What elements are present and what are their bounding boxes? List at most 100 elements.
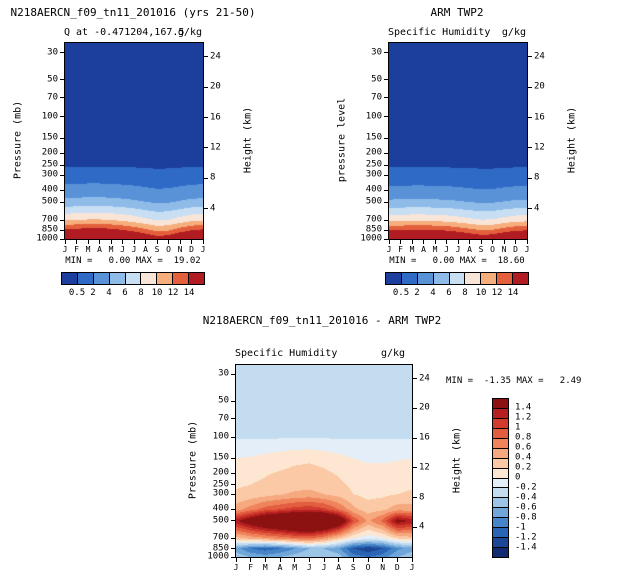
panel-model: N218AERCN_f09_tn11_201016 (yrs 21-50) Q … <box>2 0 264 306</box>
colorbar-label: 1.2 <box>515 412 532 423</box>
colorbar-cell <box>492 448 509 459</box>
height-tick-label: 4 <box>534 203 540 214</box>
pressure-tick-label: 70 <box>47 92 58 103</box>
colorbar-label: 0.5 <box>392 288 410 298</box>
pressure-tick-label: 100 <box>41 111 58 122</box>
height-axis-tick <box>528 117 532 119</box>
colorbar-label: -0.4 <box>515 492 537 503</box>
pressure-tick-label: 50 <box>371 74 382 85</box>
month-tick <box>323 558 325 562</box>
month-tick <box>76 240 77 244</box>
pressure-axis-tick <box>60 164 64 166</box>
pressure-axis-tick <box>231 436 235 438</box>
colorbar-label: 12 <box>167 288 179 298</box>
pressure-axis-tick <box>384 97 388 99</box>
month-label: J <box>524 245 530 254</box>
month-label: O <box>490 245 495 254</box>
height-tick-label: 16 <box>210 112 221 123</box>
pressure-tick-label: 300 <box>41 169 58 180</box>
height-tick-label: 12 <box>419 462 430 473</box>
pressure-axis-tick <box>384 164 388 166</box>
height-tick-label: 24 <box>419 373 430 384</box>
height-axis-tick <box>528 86 532 88</box>
pressure-tick-label: 300 <box>365 169 382 180</box>
pressure-tick-label: 300 <box>212 488 229 499</box>
month-tick <box>400 240 401 244</box>
pressure-tick-label: 200 <box>212 467 229 478</box>
month-label: M <box>262 563 268 572</box>
pressure-axis-tick <box>60 201 64 203</box>
colorbar-label: 0 <box>515 472 521 483</box>
panel-difference: N218AERCN_f09_tn11_201016 - ARM TWP2 Spe… <box>0 306 622 580</box>
height-axis-tick <box>204 147 208 149</box>
pressure-tick-label: 700 <box>365 214 382 225</box>
pressure-tick-label: 1000 <box>360 233 382 244</box>
colorbar-label: 8 <box>138 288 144 298</box>
colorbar-model: 0.5 2 4 6 8 10 12 14 <box>61 272 206 298</box>
height-tick-label: 8 <box>210 172 216 183</box>
pressure-tick-label: 150 <box>365 132 382 143</box>
colorbar-label: 4 <box>430 288 436 298</box>
pressure-tick-label: 400 <box>365 184 382 195</box>
pressure-axis-tick <box>231 418 235 420</box>
colorbar-label: 10 <box>151 288 163 298</box>
colorbar-label: 2 <box>90 288 96 298</box>
colorbar-label: -0.8 <box>515 512 537 523</box>
contour-plot-obs: 30 50 70 100 150 200 250 300 400 500 700 850 1000 24 2… <box>360 42 545 254</box>
height-axis-tick <box>413 497 417 499</box>
colorbar-label: -1 <box>515 522 526 533</box>
pressure-axis-tick <box>231 493 235 495</box>
colorbar-label: 1 <box>515 422 521 433</box>
month-label: N <box>177 245 183 254</box>
colorbar-cell <box>492 478 509 489</box>
month-label: F <box>74 245 79 254</box>
height-axis-tick <box>204 208 208 210</box>
pressure-axis-tick <box>384 137 388 139</box>
month-label: A <box>277 563 283 572</box>
colorbar-label: -0.2 <box>515 482 537 493</box>
height-tick-label: 8 <box>419 492 425 503</box>
pressure-axis-tick <box>231 508 235 510</box>
pressure-axis-label: pressure level <box>336 97 348 183</box>
colorbar-cell <box>513 272 530 285</box>
pressure-tick-label: 30 <box>371 47 382 58</box>
pressure-axis-tick <box>384 152 388 154</box>
colorbar-cell <box>492 428 509 439</box>
pressure-tick-label: 200 <box>365 147 382 158</box>
colorbar-cell <box>141 272 158 285</box>
colorbar-cell <box>492 458 509 469</box>
colorbar-label: 6 <box>446 288 452 298</box>
pressure-axis-tick <box>384 229 388 231</box>
month-tick <box>515 240 516 244</box>
pressure-tick-label: 200 <box>41 147 58 158</box>
colorbar-cell <box>481 272 498 285</box>
panel-obs-title: ARM TWP2 <box>430 6 484 19</box>
colorbar-cell <box>492 508 509 519</box>
pressure-axis-tick <box>231 484 235 486</box>
panel-difference-subtitle: Specific Humidity <box>235 348 338 359</box>
month-label: M <box>432 245 438 254</box>
pressure-tick-label: 50 <box>47 74 58 85</box>
pressure-axis-tick <box>231 520 235 522</box>
month-label: S <box>350 563 356 572</box>
minmax-text-model: MIN = 0.00 MAX = 19.02 <box>65 256 201 266</box>
month-tick <box>202 240 204 244</box>
colorbar-label: 14 <box>183 288 195 298</box>
colorbar-label: 14 <box>507 288 519 298</box>
height-tick-label: 4 <box>210 203 216 214</box>
colorbar-cell <box>465 272 482 285</box>
month-tick <box>250 558 252 562</box>
month-tick <box>294 558 296 562</box>
height-axis-label: Height (km) <box>566 106 578 174</box>
colorbar-label: -1.2 <box>515 532 537 543</box>
contour-canvas-difference <box>236 365 412 557</box>
colorbar-label: 2 <box>414 288 420 298</box>
month-tick <box>388 240 390 244</box>
colorbar-label: 0.6 <box>515 442 532 453</box>
month-tick <box>99 240 100 244</box>
pressure-tick-label: 1000 <box>207 551 229 562</box>
month-tick <box>133 240 135 244</box>
pressure-axis-tick <box>384 52 388 54</box>
colorbar-cell <box>61 272 78 285</box>
